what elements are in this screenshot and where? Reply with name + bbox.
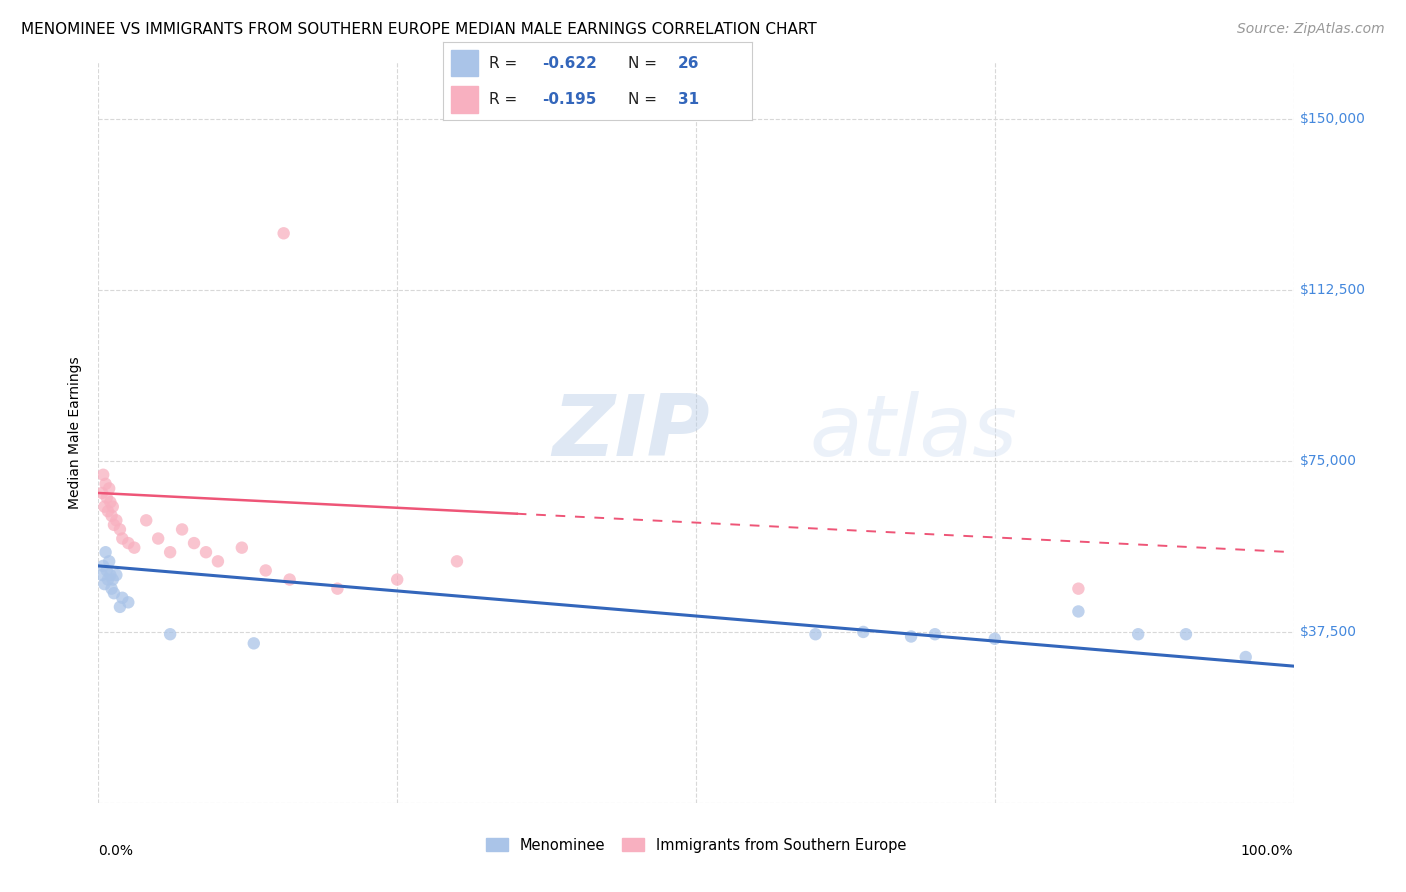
Point [108,599,131,614]
Point [804,627,827,641]
Text: -0.622: -0.622 [541,55,596,70]
Point [1067,604,1090,618]
Text: R =: R = [489,92,523,107]
Point [1067,582,1090,596]
Point [195,545,218,559]
Point [278,573,301,587]
Point [94,476,117,491]
Text: -0.195: -0.195 [541,92,596,107]
Point [326,582,349,596]
Point [273,227,295,241]
Text: Source: ZipAtlas.com: Source: ZipAtlas.com [1237,22,1385,37]
Text: MENOMINEE VS IMMIGRANTS FROM SOUTHERN EUROPE MEDIAN MALE EARNINGS CORRELATION CH: MENOMINEE VS IMMIGRANTS FROM SOUTHERN EU… [21,22,817,37]
Point [96,491,118,505]
Point [231,541,253,555]
Text: $37,500: $37,500 [1299,625,1357,639]
Point [91,558,114,573]
Point [98,554,121,568]
Point [172,523,194,537]
Point [183,536,205,550]
Text: N =: N = [628,92,662,107]
Point [101,500,124,514]
Point [111,532,134,546]
Point [98,482,121,496]
Point [900,630,922,644]
Point [446,554,468,568]
Point [124,541,146,555]
Point [91,467,114,482]
Text: $75,000: $75,000 [1299,454,1357,468]
Point [91,486,114,500]
Point [1175,627,1198,641]
Text: atlas: atlas [810,391,1018,475]
Y-axis label: Median Male Earnings: Median Male Earnings [69,356,83,509]
Point [117,595,139,609]
Point [117,536,139,550]
Text: $112,500: $112,500 [1299,284,1365,297]
Bar [450,50,478,77]
Point [97,504,120,518]
Point [108,523,131,537]
Text: 0.0%: 0.0% [98,844,134,857]
Point [1234,650,1257,665]
Point [243,636,266,650]
Point [254,564,277,578]
Point [852,624,875,639]
Point [97,573,120,587]
Point [105,568,128,582]
Text: $150,000: $150,000 [1299,112,1365,127]
Point [984,632,1007,646]
Point [93,500,115,514]
Point [94,545,117,559]
Point [207,554,229,568]
Point [159,627,181,641]
Point [1128,627,1150,641]
Text: 31: 31 [678,92,699,107]
Point [100,582,122,596]
Text: R =: R = [489,55,523,70]
Point [148,532,170,546]
Point [93,577,115,591]
Point [924,627,946,641]
Text: ZIP: ZIP [553,391,710,475]
Point [105,513,128,527]
Text: N =: N = [628,55,662,70]
Bar [450,86,478,112]
Point [385,573,409,587]
Point [101,573,124,587]
Point [103,517,125,532]
Point [100,508,122,523]
Text: 100.0%: 100.0% [1241,844,1294,857]
Point [111,591,134,605]
Text: 26: 26 [678,55,699,70]
Point [98,495,122,509]
Point [135,513,157,527]
Point [96,564,118,578]
Point [159,545,181,559]
Point [98,568,122,582]
Legend: Menominee, Immigrants from Southern Europe: Menominee, Immigrants from Southern Euro… [479,831,912,858]
Point [91,568,114,582]
Point [103,586,125,600]
